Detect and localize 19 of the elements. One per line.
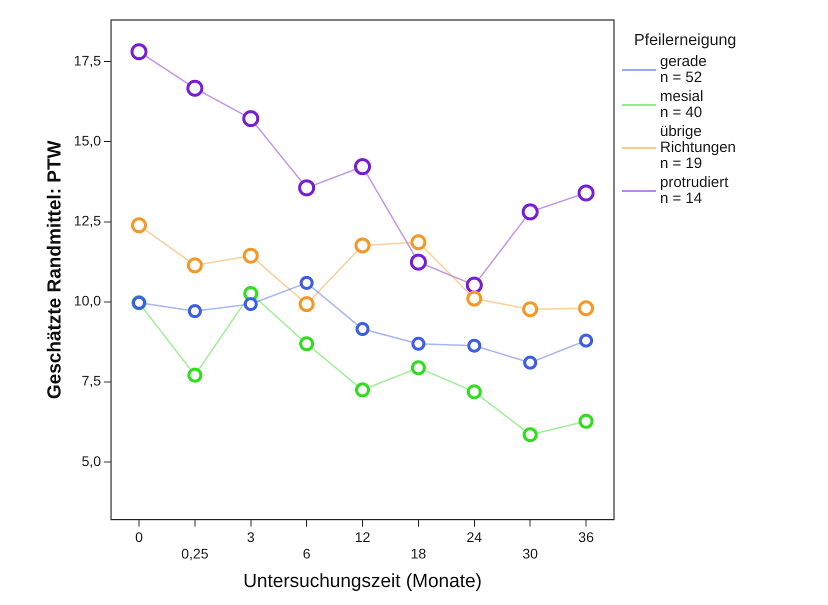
x-tick-label: 30 [522,546,538,562]
x-tick-label: 0 [135,528,144,545]
y-tick-label: 15,0 [74,132,102,149]
x-tick-label: 6 [302,546,311,562]
x-axis-title: Untersuchungszeit (Monate) [243,570,482,592]
y-tick-label: 7,5 [82,372,102,389]
x-tick-label: 36 [578,528,594,545]
x-tick-label: 12 [354,528,371,545]
x-tick-label: 18 [410,546,426,562]
y-tick-label: 17,5 [74,52,102,68]
x-tick-label: 24 [466,528,482,545]
y-tick-label: 10,0 [74,292,102,309]
x-tick-label: 0,25 [181,546,209,562]
y-tick-label: 12,5 [74,212,102,229]
legend-label: protrudiert n = 14 [660,174,728,207]
x-tick-label: 3 [246,528,255,545]
legend-title: Pfeilerneigung [634,32,738,50]
y-axis-title: Geschätzte Randmittel: PTW [44,140,66,400]
y-tick-label: 5,0 [82,452,102,469]
